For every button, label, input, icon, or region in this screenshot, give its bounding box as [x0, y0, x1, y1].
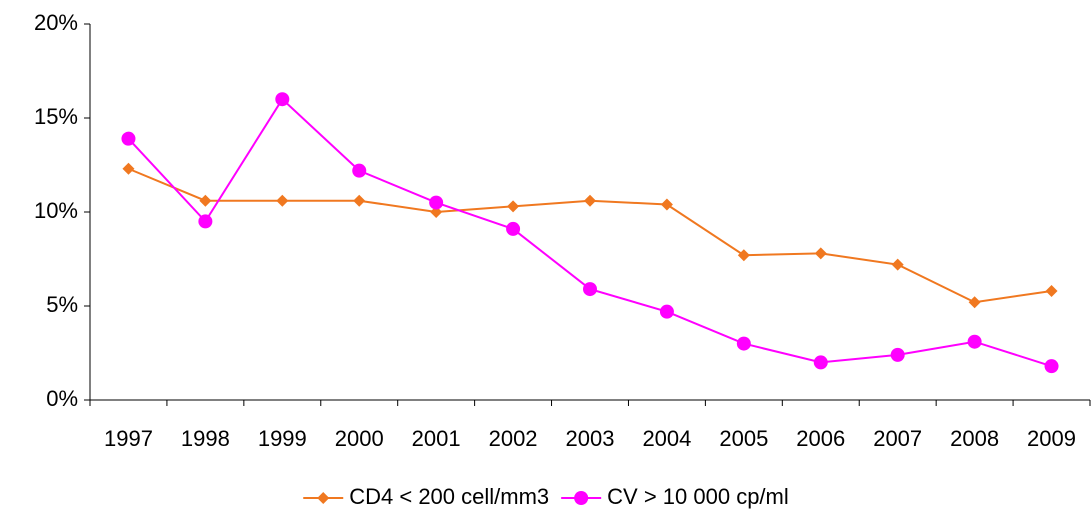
data-point: [814, 247, 827, 260]
data-point: [506, 221, 521, 236]
data-point: [429, 195, 444, 210]
x-tick-label: 2002: [489, 426, 538, 451]
y-tick-label: 15%: [34, 104, 78, 129]
data-point: [737, 249, 750, 262]
y-tick-label: 10%: [34, 198, 78, 223]
data-point: [813, 355, 828, 370]
data-point: [660, 198, 673, 211]
data-point: [583, 282, 597, 297]
data-point: [430, 206, 443, 218]
data-point: [353, 194, 366, 207]
data-point: [890, 347, 905, 362]
x-tick-label: 2000: [335, 426, 384, 451]
legend-label: CD4 < 200 cell/mm3: [349, 484, 549, 509]
data-point: [199, 194, 212, 207]
data-point: [584, 194, 596, 207]
x-tick-label: 2008: [950, 426, 999, 451]
data-point: [891, 258, 904, 271]
legend-label: CV > 10 000 cp/ml: [607, 484, 789, 509]
x-tick-label: 2006: [796, 426, 845, 451]
x-tick-label: 2003: [566, 426, 615, 451]
legend-marker: [574, 491, 589, 505]
data-point: [736, 336, 751, 351]
data-point: [1044, 359, 1059, 374]
y-tick-label: 0%: [46, 386, 78, 411]
x-tick-label: 2001: [412, 426, 461, 451]
legend-marker: [317, 492, 330, 504]
data-point: [276, 194, 289, 207]
x-tick-label: 1997: [104, 426, 153, 451]
x-tick-label: 2005: [719, 426, 768, 451]
series-line: [127, 97, 1052, 368]
y-tick-label: 20%: [34, 10, 78, 35]
data-point: [275, 92, 290, 107]
y-tick-label: 5%: [46, 292, 78, 317]
data-point: [122, 162, 135, 175]
data-point: [121, 131, 136, 146]
data-point: [1045, 284, 1058, 297]
data-point: [659, 304, 674, 319]
data-point: [507, 200, 520, 213]
data-point: [352, 163, 367, 178]
x-tick-label: 1999: [258, 426, 307, 451]
data-point: [198, 214, 213, 229]
x-tick-label: 2007: [873, 426, 922, 451]
data-point: [968, 296, 981, 309]
data-point: [967, 334, 982, 349]
x-tick-label: 2009: [1027, 426, 1076, 451]
x-tick-label: 1998: [181, 426, 230, 451]
x-tick-label: 2004: [642, 426, 691, 451]
